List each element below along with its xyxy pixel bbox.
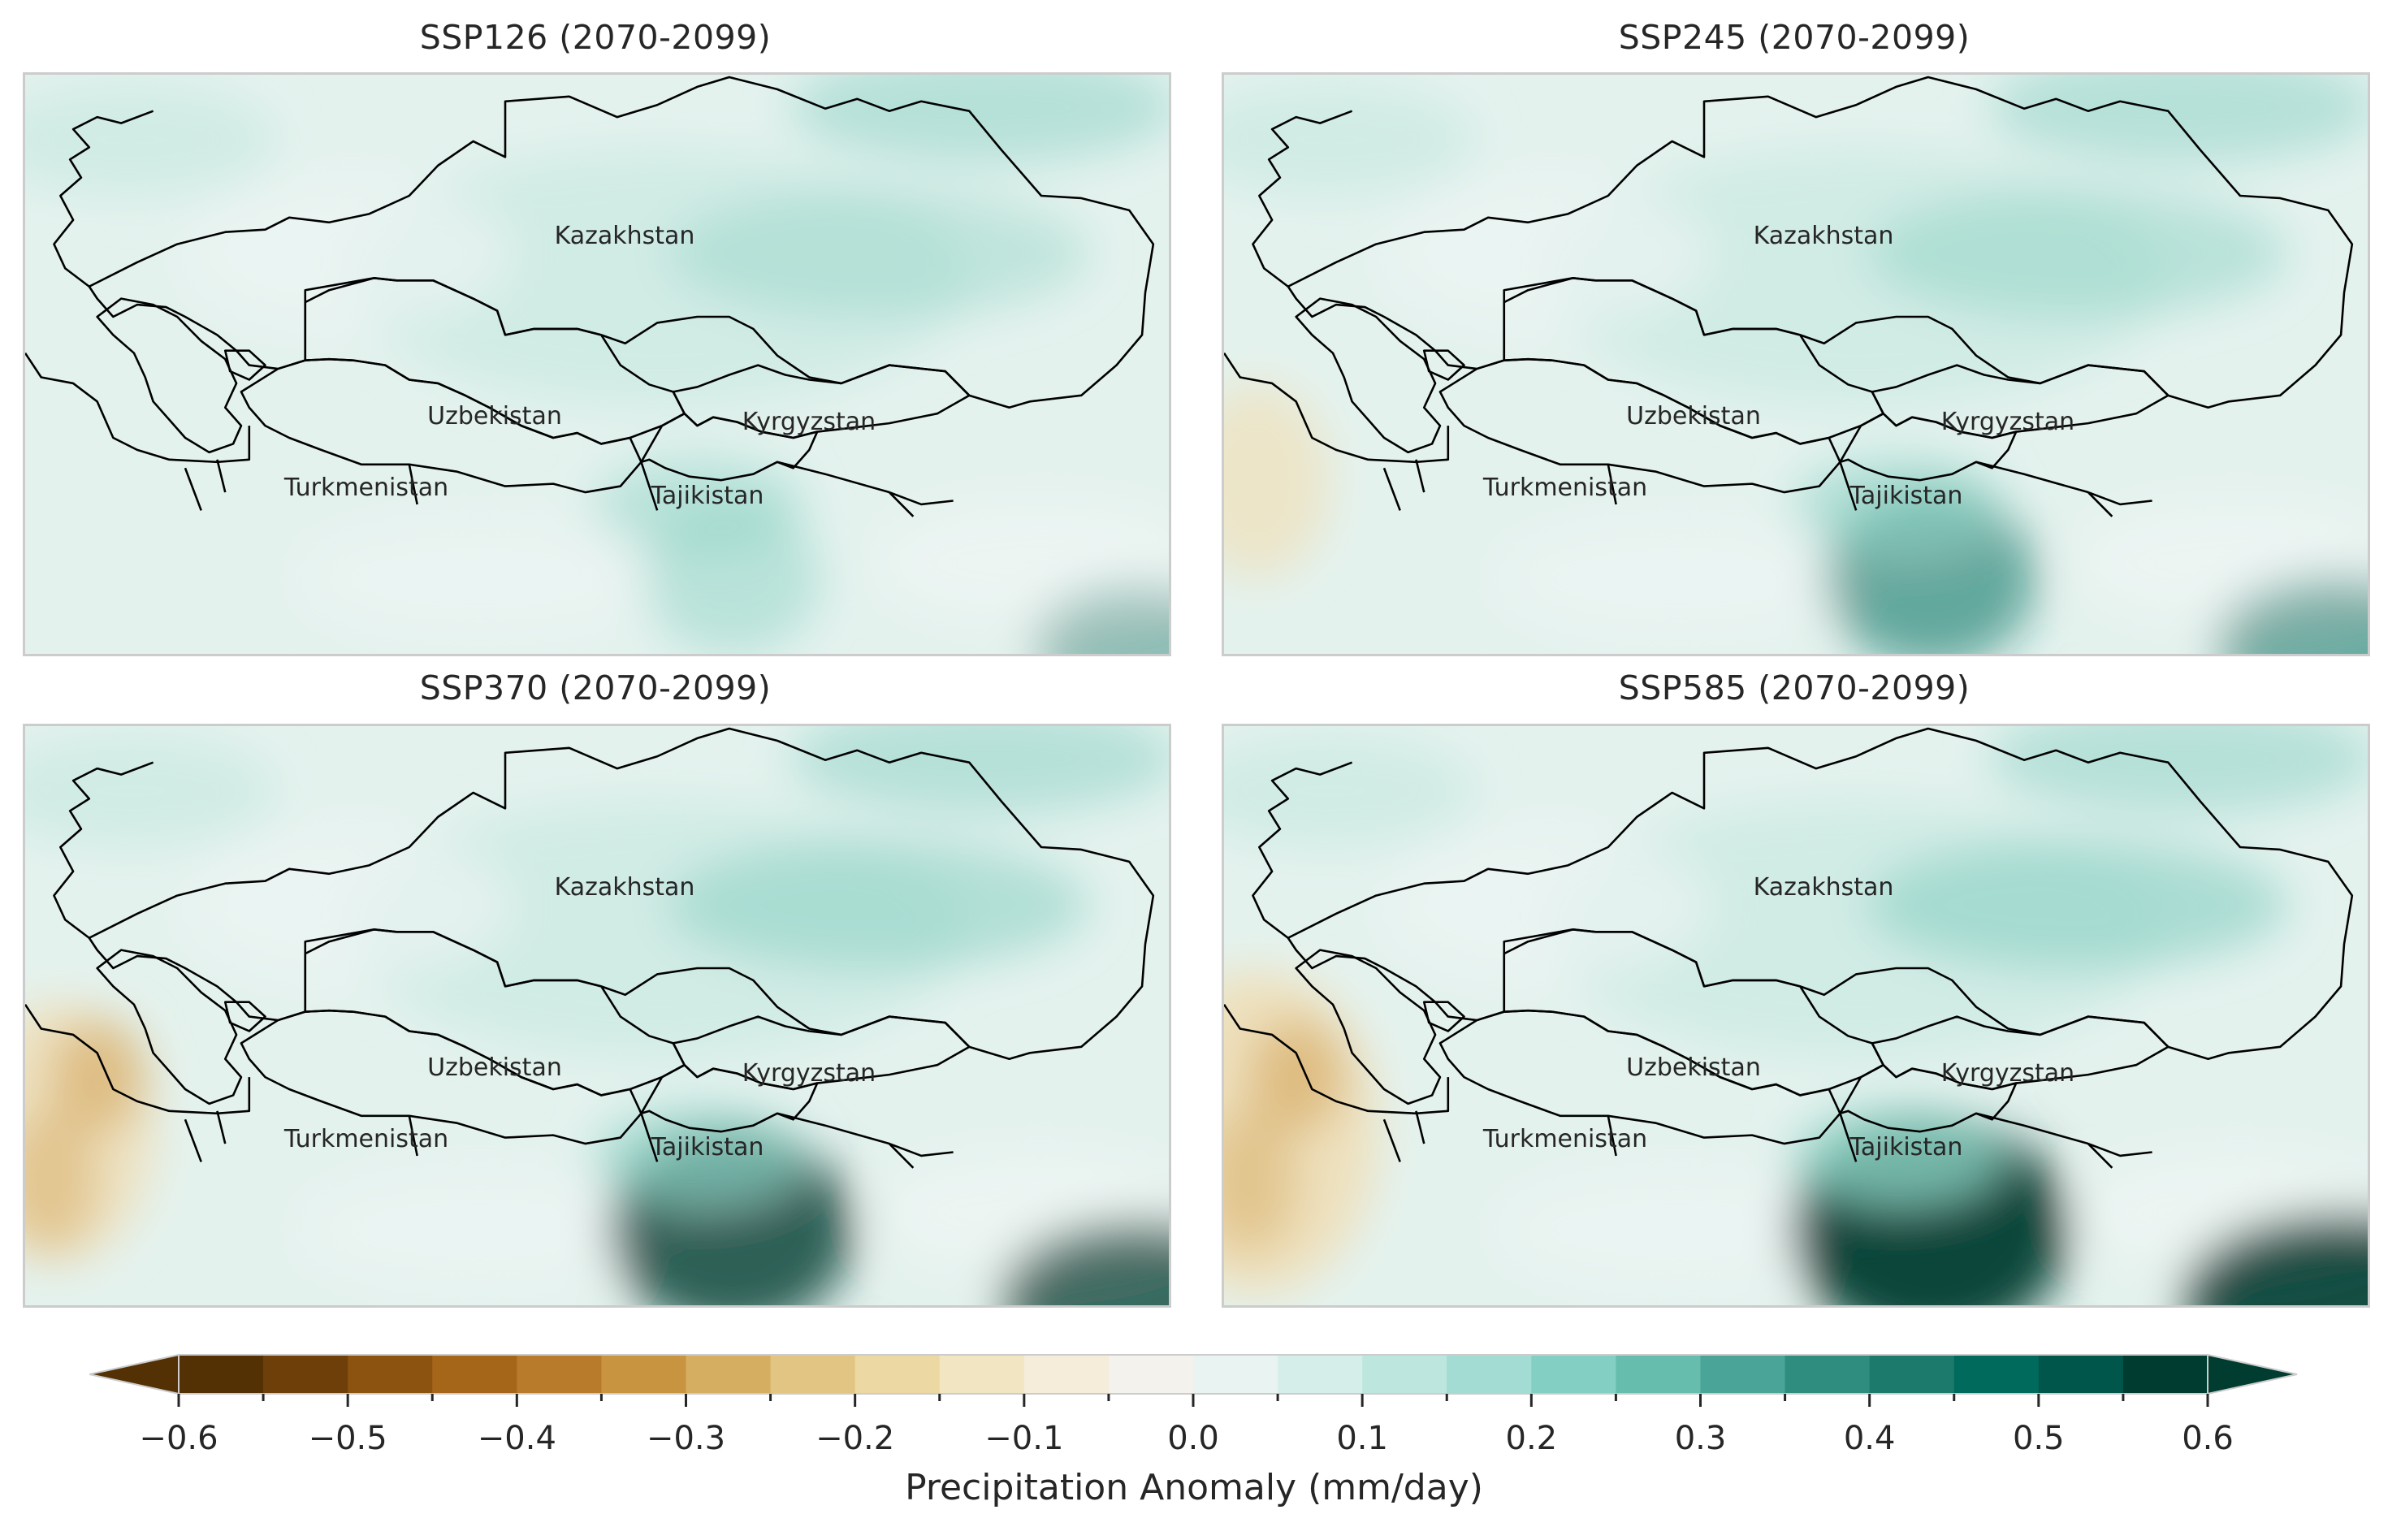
colorbar-tick-label: 0.3 xyxy=(1674,1420,1727,1457)
colorbar-segment xyxy=(263,1355,348,1394)
colorbar-segment xyxy=(854,1355,941,1394)
country-label-kyrgyzstan: Kyrgyzstan xyxy=(1941,408,2074,436)
colorbar-segment xyxy=(1953,1355,2040,1394)
country-label-kyrgyzstan: Kyrgyzstan xyxy=(1941,1059,2074,1088)
colorbar-extend-max xyxy=(2207,1353,2298,1395)
colorbar-segment xyxy=(1869,1355,1955,1394)
colorbar-tick-label: −0.1 xyxy=(984,1420,1064,1457)
colorbar-segment xyxy=(1785,1355,1871,1394)
colorbar-segment xyxy=(1108,1355,1194,1394)
colorbar-extend-min xyxy=(89,1353,180,1395)
panel-title-ssp585: SSP585 (2070-2099) xyxy=(1618,668,1971,707)
country-label-kyrgyzstan: Kyrgyzstan xyxy=(742,408,876,436)
colorbar-tick-label: 0.6 xyxy=(2182,1420,2234,1457)
colorbar-segment xyxy=(2122,1355,2208,1394)
colorbar-tick-label: 0.1 xyxy=(1336,1420,1388,1457)
colorbar-segment xyxy=(770,1355,856,1394)
colorbar-tick-label: −0.6 xyxy=(139,1420,218,1457)
colorbar-segment xyxy=(179,1355,264,1394)
colorbar-tick-label: 0.4 xyxy=(1843,1420,1896,1457)
colorbar-tick-label: 0.2 xyxy=(1505,1420,1558,1457)
colorbar-segment xyxy=(1447,1355,1532,1394)
colorbar-segment xyxy=(1531,1355,1616,1394)
country-label-kazakhstan: Kazakhstan xyxy=(555,873,695,902)
country-label-turkmenistan: Turkmenistan xyxy=(1482,474,1647,502)
country-label-uzbekistan: Uzbekistan xyxy=(1626,402,1761,430)
colorbar-segment xyxy=(939,1355,1025,1394)
colorbar-tick-label: −0.2 xyxy=(815,1420,895,1457)
colorbar-tick-label: 0.5 xyxy=(2013,1420,2065,1457)
colorbar-segment xyxy=(601,1355,686,1394)
country-label-kyrgyzstan: Kyrgyzstan xyxy=(742,1059,876,1088)
country-label-turkmenistan: Turkmenistan xyxy=(1482,1125,1647,1153)
country-label-turkmenistan: Turkmenistan xyxy=(283,1125,448,1153)
map-svg: Kazakhstan Uzbekistan Kyrgyzstan Turkmenist… xyxy=(25,75,1169,654)
colorbar-tick-label: −0.3 xyxy=(646,1420,726,1457)
colorbar-segment xyxy=(1700,1355,1786,1394)
country-label-uzbekistan: Uzbekistan xyxy=(1626,1053,1761,1082)
colorbar-tick-label: −0.5 xyxy=(308,1420,387,1457)
map-svg: Kazakhstan Uzbekistan Kyrgyzstan Turkmenist… xyxy=(25,726,1169,1305)
colorbar-tick-label: −0.4 xyxy=(477,1420,556,1457)
country-label-kazakhstan: Kazakhstan xyxy=(1754,222,1894,250)
colorbar-segment xyxy=(432,1355,517,1394)
country-label-tajikistan: Tajikistan xyxy=(651,482,764,510)
colorbar-tick-label: 0.0 xyxy=(1167,1420,1219,1457)
colorbar-segment xyxy=(348,1355,433,1394)
panel-title-ssp245: SSP245 (2070-2099) xyxy=(1618,18,1971,57)
colorbar-segment xyxy=(2038,1355,2124,1394)
panel-title-ssp370: SSP370 (2070-2099) xyxy=(419,668,772,707)
country-label-turkmenistan: Turkmenistan xyxy=(283,474,448,502)
country-label-tajikistan: Tajikistan xyxy=(651,1133,764,1161)
colorbar xyxy=(89,1348,2299,1417)
colorbar-svg xyxy=(89,1353,2298,1407)
colorbar-segment xyxy=(517,1355,602,1394)
colorbar-segment xyxy=(1193,1355,1278,1394)
country-label-uzbekistan: Uzbekistan xyxy=(427,1053,562,1082)
map-svg: Kazakhstan Uzbekistan Kyrgyzstan Turkmenist… xyxy=(1224,726,2368,1305)
map-svg: Kazakhstan Uzbekistan Kyrgyzstan Turkmenist… xyxy=(1224,75,2368,654)
country-label-tajikistan: Tajikistan xyxy=(1849,1133,1963,1161)
colorbar-segment xyxy=(1278,1355,1363,1394)
country-label-uzbekistan: Uzbekistan xyxy=(427,402,562,430)
map-panel-ssp245: Kazakhstan Uzbekistan Kyrgyzstan Turkmenist… xyxy=(1222,72,2370,656)
colorbar-segment xyxy=(1362,1355,1447,1394)
colorbar-label: Precipitation Anomaly (mm/day) xyxy=(905,1467,1483,1508)
map-panel-ssp585: Kazakhstan Uzbekistan Kyrgyzstan Turkmenist… xyxy=(1222,724,2370,1308)
colorbar-segment xyxy=(1023,1355,1110,1394)
country-label-kazakhstan: Kazakhstan xyxy=(555,222,695,250)
map-panel-ssp126: Kazakhstan Uzbekistan Kyrgyzstan Turkmenist… xyxy=(23,72,1171,656)
map-panel-ssp370: Kazakhstan Uzbekistan Kyrgyzstan Turkmenist… xyxy=(23,724,1171,1308)
country-label-tajikistan: Tajikistan xyxy=(1849,482,1963,510)
country-label-kazakhstan: Kazakhstan xyxy=(1754,873,1894,902)
colorbar-segment xyxy=(686,1355,772,1394)
panel-title-ssp126: SSP126 (2070-2099) xyxy=(419,18,772,57)
colorbar-segment xyxy=(1616,1355,1701,1394)
